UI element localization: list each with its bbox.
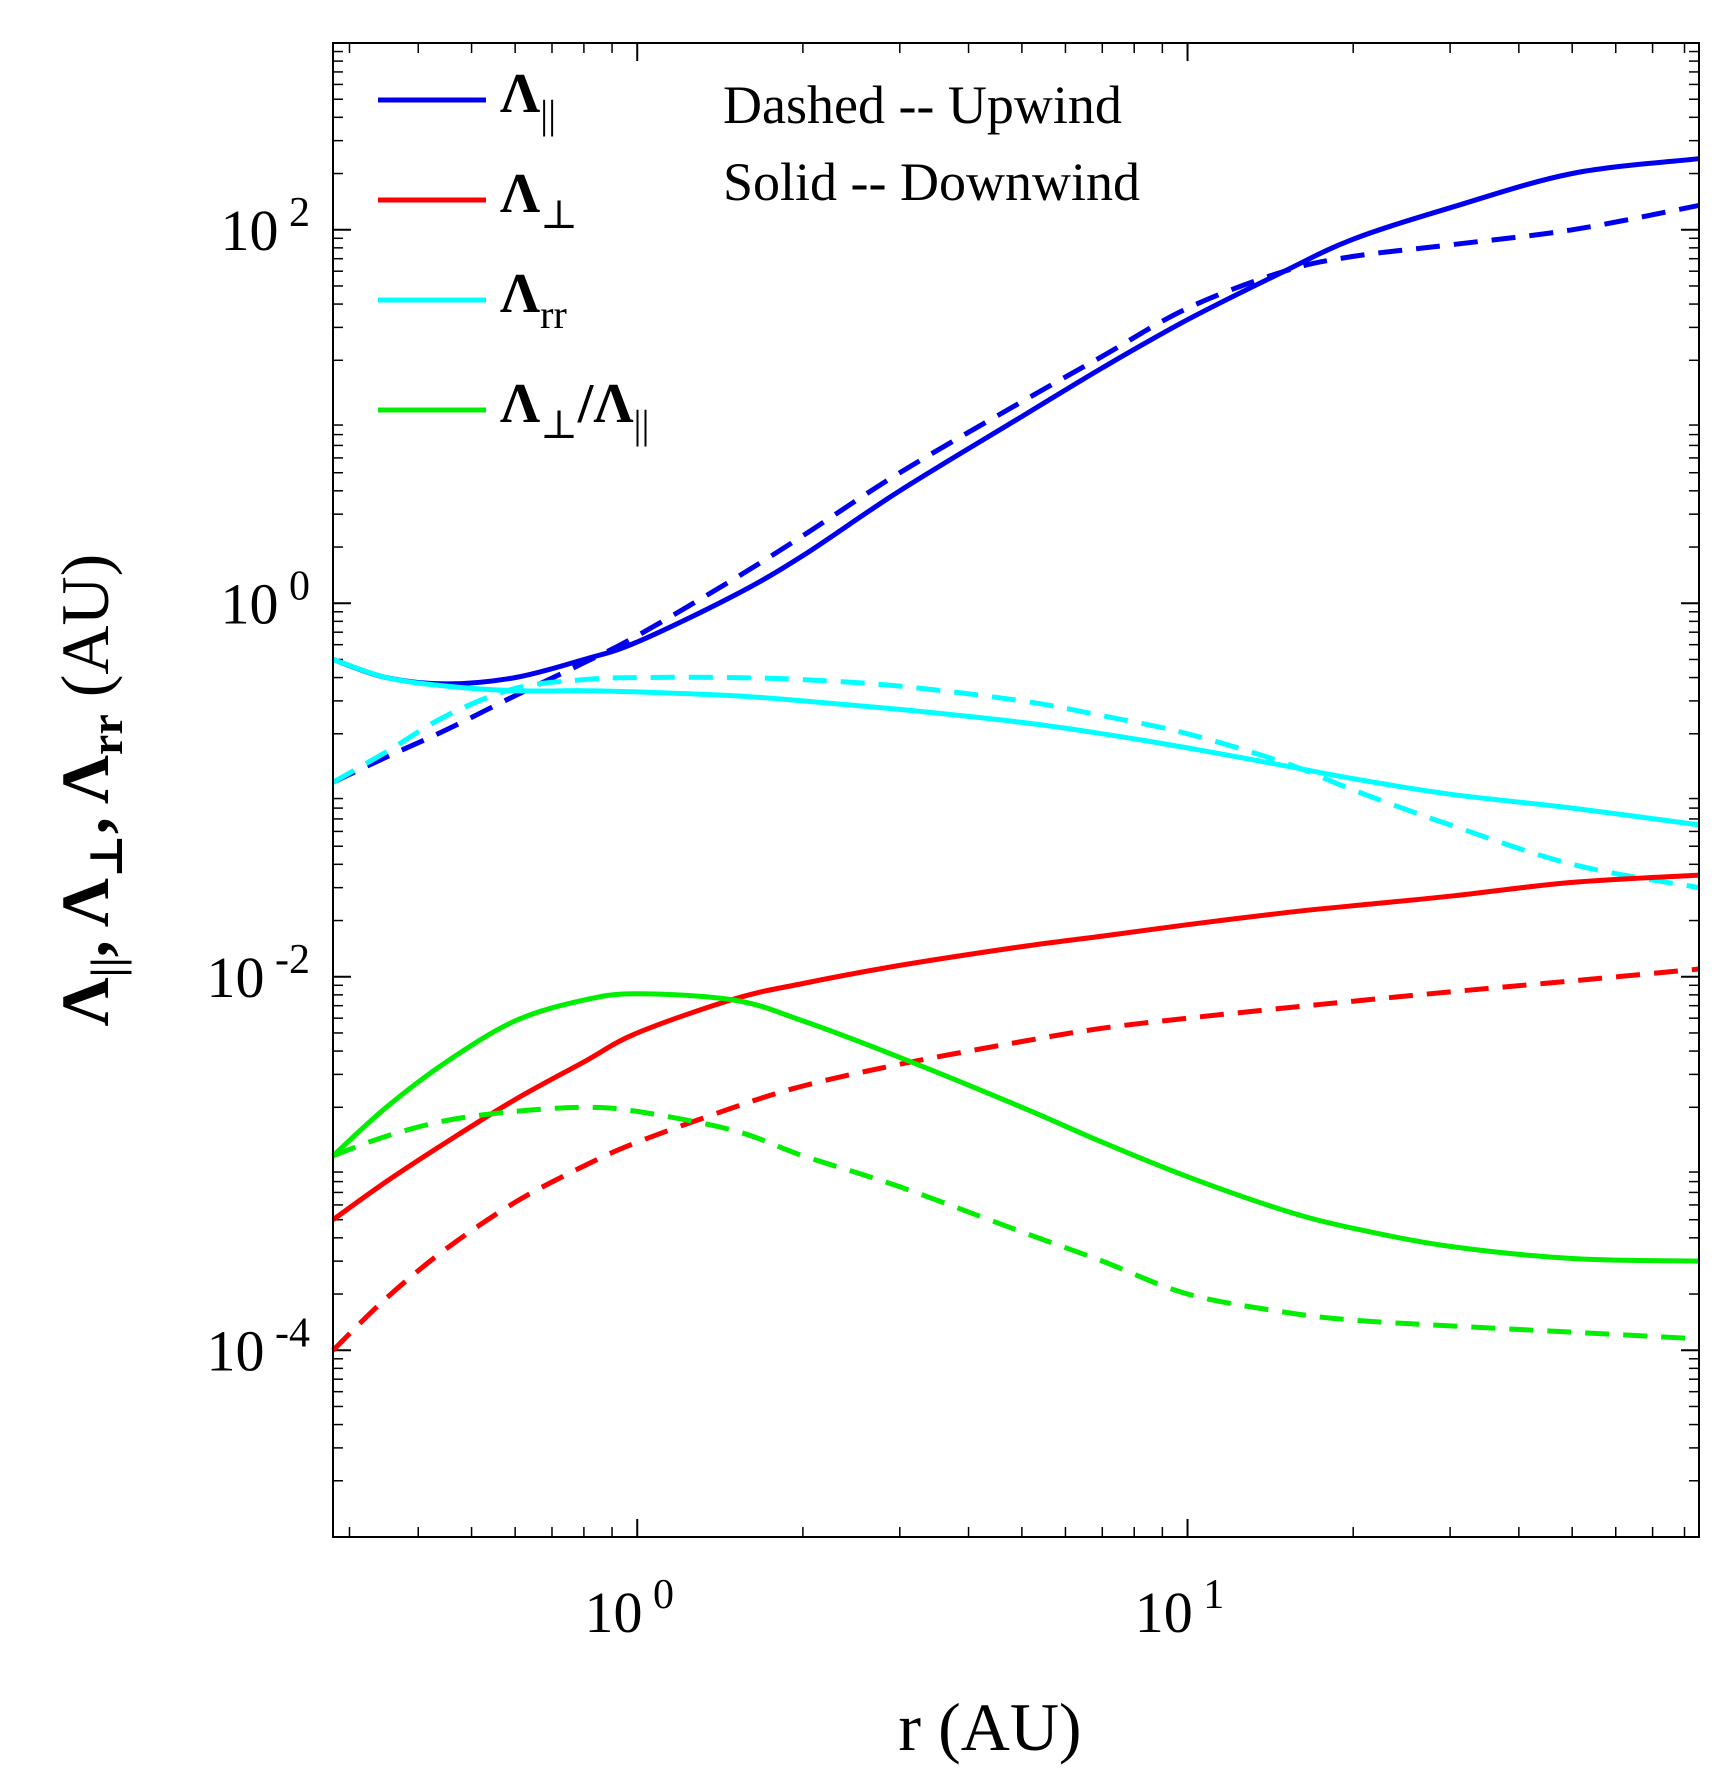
series-line-rr-upwind [331,674,1700,891]
y-tick-label: 10 -4 [207,1310,311,1383]
y-axis-label-part: , Λ [47,755,123,834]
y-tick-label-exp: -4 [265,1310,311,1356]
minor-ticks [333,43,1699,1537]
y-tick-label-base: 10 [207,1318,265,1383]
legend-label: Λ⊥/Λ|| [500,373,649,447]
y-axis-label: Λ||, Λ⊥, Λrr (AU) [47,554,132,1027]
annotation-upwind: Dashed -- Upwind [723,75,1122,135]
y-tick-label-exp: 0 [279,563,311,609]
legend-label-symbol: Λ [500,163,540,225]
x-tick-label: 10 1 [1135,1572,1225,1645]
x-tick-label: 10 0 [584,1572,674,1645]
legend-label: Λ|| [500,63,556,137]
series-line-upwind [331,966,1700,1353]
y-tick-label-base: 10 [221,571,279,636]
major-ticks [333,43,1699,1537]
y-tick-label-base: 10 [207,945,265,1010]
y-axis-label-part: || [81,957,132,977]
legend-label-symbol: Λ [500,63,540,125]
legend-label-subscript: || [540,92,556,137]
y-axis-label-part: ⊥ [81,834,132,878]
y-axis-label-part: , Λ [47,878,123,957]
x-axis-label: r (AU) [898,1689,1081,1765]
y-tick-label-exp: -2 [265,937,311,983]
legend-label-tail: /Λ [577,373,634,435]
legend-label-subscript: ⊥ [540,192,578,237]
y-tick-label-exp: 2 [279,190,311,236]
tick-labels: 10 0 10 110 -410 -210 010 2 [207,190,1225,1645]
series-line-downwind [332,156,1700,687]
plot-frame [332,42,1700,1538]
y-axis-label-part: rr [81,714,132,755]
y-tick-label: 10 2 [221,190,311,263]
legend-label-subscript: rr [540,292,567,337]
x-tick-label-exp: 1 [1193,1572,1225,1618]
x-tick-label-base: 10 [584,1580,642,1645]
series-layer [331,156,1700,1353]
legend-label: Λ⊥ [500,163,578,237]
y-tick-label-base: 10 [221,198,279,263]
legend-label-tail-subscript: || [633,402,649,447]
y-tick-label: 10 0 [221,563,311,636]
series-line-downwind [331,872,1700,1222]
legend-label-symbol: Λ [500,263,540,325]
y-tick-label: 10 -2 [207,937,311,1010]
series-line-upwind [331,202,1700,785]
legend-label-symbol: Λ [500,373,540,435]
x-tick-label-base: 10 [1135,1580,1193,1645]
series-line-downwind [331,991,1700,1264]
legend-label: Λrr [500,263,567,337]
legend-label-subscript: ⊥ [540,402,578,447]
annotation-downwind: Solid -- Downwind [723,152,1140,212]
x-tick-label-exp: 0 [642,1572,674,1618]
y-axis-label-part: (AU) [47,554,123,715]
y-axis-label-part: Λ [47,977,123,1026]
